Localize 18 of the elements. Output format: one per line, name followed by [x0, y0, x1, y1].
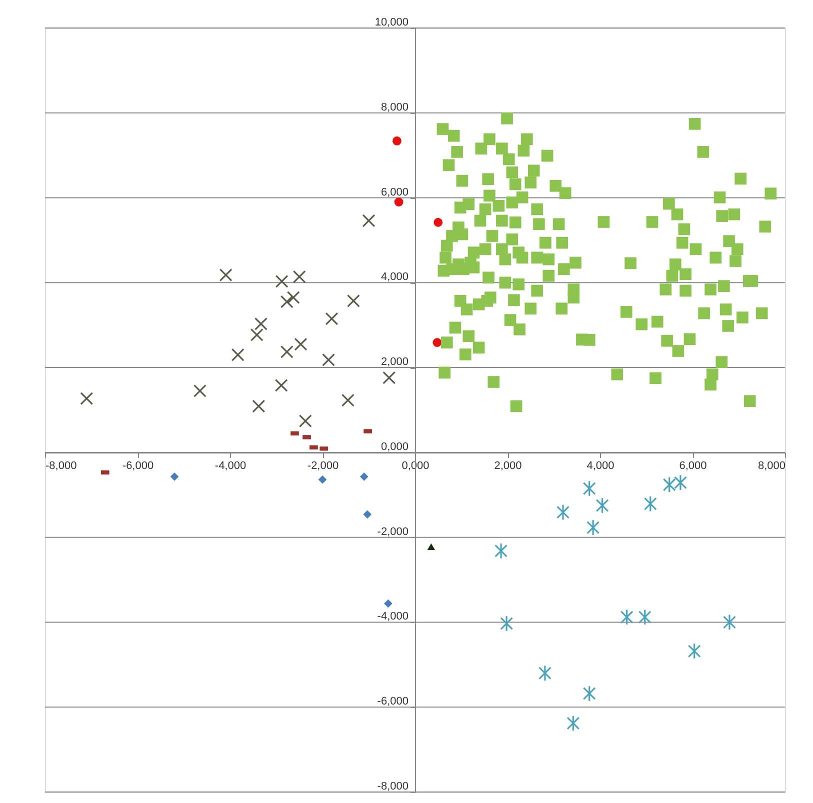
x-tick-label: 2,000 [494, 460, 522, 472]
x-tick-label: 4,000 [586, 460, 614, 472]
x-tick-label: -4,000 [214, 460, 246, 472]
x-tick-label: -6,000 [122, 460, 154, 472]
x-tick-label: -8,000 [46, 460, 77, 472]
y-tick-label: -8,000 [377, 780, 408, 792]
x-tick-label: -2,000 [307, 460, 339, 472]
y-tick-label: -6,000 [377, 696, 408, 708]
x-tick-label: 8,000 [758, 460, 786, 472]
y-tick-label: 2,000 [380, 356, 408, 368]
y-tick-label: 6,000 [380, 186, 408, 198]
y-tick-label: 8,000 [380, 101, 408, 114]
y-tick-label: -2,000 [377, 526, 408, 538]
y-tick-label: 10,000 [374, 16, 408, 28]
y-tick-label: 4,000 [380, 271, 408, 284]
x-tick-label: 6,000 [679, 460, 707, 472]
y-tick-label: 0,000 [380, 440, 408, 453]
y-tick-label: -4,000 [377, 610, 408, 623]
